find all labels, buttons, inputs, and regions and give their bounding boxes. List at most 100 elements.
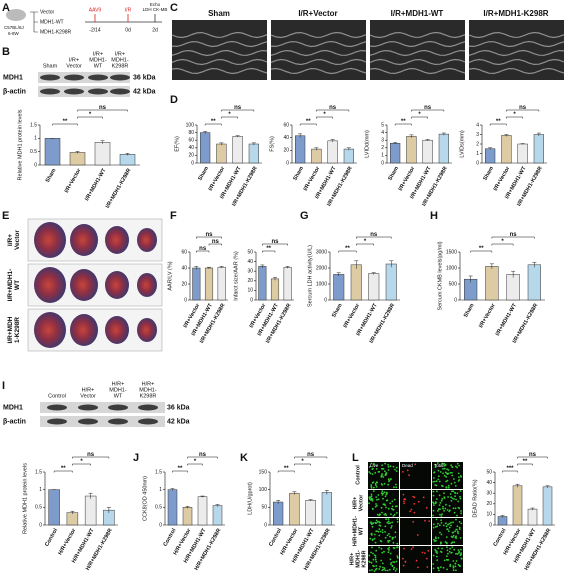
y-tick-label: 0	[191, 160, 194, 166]
cell	[459, 497, 462, 500]
cell	[446, 568, 448, 571]
y-tick-label: 20	[247, 278, 253, 284]
cell	[391, 538, 394, 540]
bar	[506, 274, 520, 301]
cell	[373, 554, 376, 557]
cell	[381, 531, 384, 534]
cell	[395, 486, 398, 489]
x-tick-label: I/R+Vector	[478, 302, 497, 329]
cell	[391, 505, 394, 508]
error-bar	[194, 266, 199, 270]
cell	[403, 547, 405, 550]
cell	[443, 474, 446, 477]
significance-label: *	[513, 112, 516, 118]
x-tick-label: Control	[493, 527, 508, 547]
error-bar	[235, 135, 240, 138]
cell	[456, 466, 458, 469]
cell	[443, 509, 445, 512]
cell	[381, 483, 384, 486]
cell	[369, 472, 372, 475]
column-label: Dead	[402, 463, 413, 468]
cell	[404, 561, 407, 563]
cell	[392, 465, 395, 468]
cell	[373, 463, 375, 465]
cell	[381, 511, 383, 514]
y-axis-label: LVIDs(mm)	[459, 130, 465, 158]
cell	[370, 551, 372, 554]
significance-label: *	[80, 459, 83, 465]
cell	[372, 490, 375, 492]
significance-label: **	[401, 119, 406, 125]
bar	[258, 266, 267, 301]
cell	[388, 539, 391, 542]
cell	[391, 521, 394, 524]
cell	[450, 500, 453, 502]
y-tick-label: 20	[181, 281, 187, 287]
cell	[387, 518, 390, 520]
significance-label: ns	[370, 232, 378, 238]
significance-bracket	[262, 250, 276, 253]
echo-trace	[369, 40, 466, 48]
error-bar	[409, 134, 414, 138]
y-tick-label: 0	[489, 522, 492, 528]
cell	[378, 528, 381, 530]
cell	[458, 526, 461, 529]
cell	[437, 469, 440, 472]
stain-image	[432, 462, 463, 489]
error-bar	[292, 491, 297, 495]
cell	[374, 558, 377, 561]
cell	[387, 483, 389, 486]
cell	[448, 550, 451, 553]
readout-day: 2d	[152, 27, 158, 33]
cell	[378, 514, 380, 517]
cell	[376, 521, 379, 523]
cell	[452, 560, 455, 562]
cell	[372, 558, 375, 561]
y-tick-label: 4	[381, 130, 384, 136]
y-tick-label: 0	[286, 160, 289, 166]
panel-label: D	[170, 94, 178, 106]
cell	[378, 546, 380, 549]
significance-label: **	[523, 459, 528, 465]
cell	[452, 534, 455, 537]
cell	[388, 546, 391, 549]
y-tick-label: 40	[181, 265, 187, 271]
cell	[450, 482, 453, 485]
cell	[368, 560, 370, 563]
cell	[380, 475, 383, 478]
bar	[167, 489, 178, 526]
cell	[375, 481, 378, 484]
cell	[378, 568, 381, 570]
cell	[395, 560, 398, 563]
echo-trace	[270, 58, 367, 66]
cell	[394, 570, 397, 572]
cell	[388, 522, 390, 525]
cell	[390, 563, 392, 566]
cell	[392, 541, 395, 544]
y-tick-label: 0	[264, 522, 267, 528]
y-tick-label: 5	[381, 122, 384, 128]
cell	[425, 557, 428, 560]
cell	[450, 521, 452, 524]
cell	[387, 469, 390, 471]
cell	[383, 567, 386, 569]
cell	[425, 506, 428, 509]
error-bar	[106, 507, 111, 513]
cell	[452, 507, 455, 510]
cell	[458, 552, 460, 554]
bar	[273, 501, 284, 526]
row-label: Vector	[14, 230, 21, 250]
y-tick-label: 40	[188, 145, 194, 151]
error-bar	[425, 139, 430, 141]
x-tick-label: Sham	[197, 166, 210, 182]
cell	[452, 490, 455, 493]
cell	[377, 498, 380, 501]
cell	[395, 466, 398, 469]
bar	[200, 132, 211, 164]
cell	[435, 480, 438, 483]
cell	[370, 486, 373, 489]
significance-bracket	[72, 456, 110, 459]
cell	[455, 569, 457, 572]
error-bar	[488, 147, 493, 150]
x-tick-label: I/R+MDH1-WT	[84, 167, 108, 202]
